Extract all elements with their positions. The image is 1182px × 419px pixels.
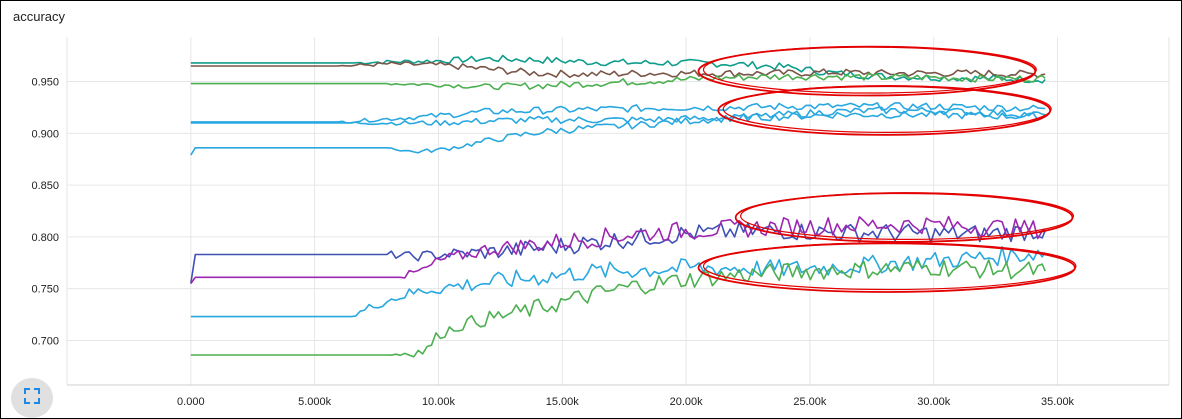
x-tick-label: 5.000k [298, 396, 332, 408]
y-tick-label: 0.800 [31, 232, 59, 244]
x-tick-label: 15.00k [546, 396, 580, 408]
series-line-6 [190, 106, 1046, 156]
x-tick-label: 35.00k [1041, 396, 1075, 408]
y-tick-label: 0.850 [31, 180, 59, 192]
series-line-8 [190, 215, 1046, 284]
x-tick-label: 10.00k [422, 396, 456, 408]
expand-chart-button[interactable] [11, 378, 53, 418]
fullscreen-icon [23, 387, 41, 410]
y-tick-label: 0.750 [31, 284, 59, 296]
series-line-2 [190, 61, 1046, 79]
series-line-10 [190, 259, 1046, 358]
chart-title: accuracy [13, 9, 66, 24]
series-line-9 [190, 246, 1046, 318]
series-line-3 [190, 72, 1046, 91]
y-tick-label: 0.900 [31, 128, 59, 140]
series-line-7 [190, 221, 1046, 284]
x-tick-label: 30.00k [917, 396, 951, 408]
series-line-1 [190, 54, 1046, 84]
annotation-ellipse-2 [717, 85, 1052, 136]
annotation-ellipse-4 [697, 242, 1077, 293]
series-line-5 [190, 110, 1046, 126]
x-tick-label: 20.00k [670, 396, 704, 408]
y-tick-label: 0.950 [31, 77, 59, 89]
annotation-ellipse-1 [697, 45, 1037, 97]
x-tick-label: 0.000 [177, 396, 205, 408]
series-line-4 [190, 102, 1046, 124]
annotation-ellipse-3 [734, 192, 1075, 243]
y-tick-label: 0.700 [31, 335, 59, 347]
x-tick-label: 25.00k [793, 396, 827, 408]
